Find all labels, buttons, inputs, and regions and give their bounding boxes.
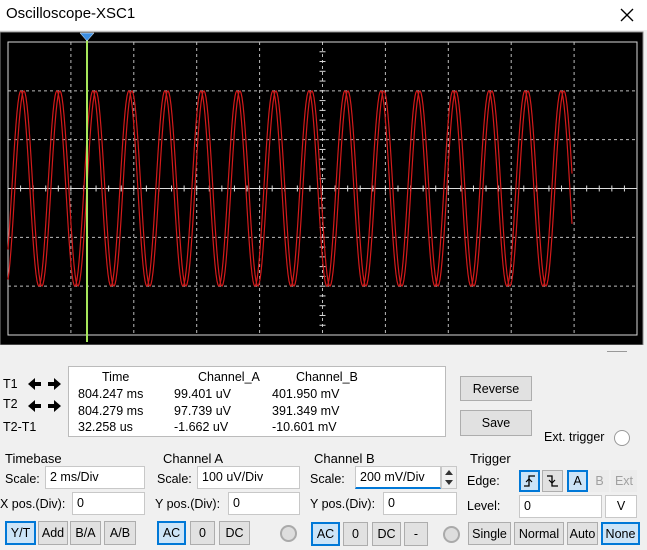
section-title: Trigger bbox=[470, 451, 511, 466]
ext-trigger-terminal[interactable] bbox=[614, 430, 630, 446]
field-label: Scale: bbox=[5, 472, 40, 486]
ext-trigger-label: Ext. trigger bbox=[544, 430, 605, 444]
source-button[interactable]: Ext bbox=[611, 470, 637, 492]
save-button[interactable]: Save bbox=[460, 410, 532, 436]
readout-cell: 804.247 ms bbox=[78, 387, 144, 401]
trace bbox=[7, 89, 573, 288]
readout-cell: 804.279 ms bbox=[78, 403, 144, 418]
readout-cell: Channel_A bbox=[198, 370, 260, 384]
timebase-scale[interactable]: 2 ms/Div bbox=[45, 466, 145, 489]
field-label: Edge: bbox=[467, 474, 500, 488]
section-title: Channel B bbox=[314, 451, 375, 466]
title-bar bbox=[0, 0, 647, 30]
coupling-button[interactable]: 0 bbox=[343, 522, 368, 546]
coupling-button[interactable]: DC bbox=[372, 522, 401, 546]
trace bbox=[7, 89, 573, 288]
section-title: Timebase bbox=[5, 451, 62, 466]
cursor-handle[interactable] bbox=[79, 32, 95, 42]
readout-cell: Channel_B bbox=[296, 370, 358, 384]
readout-cell: -10.601 mV bbox=[272, 420, 337, 434]
channel-a-terminal[interactable] bbox=[280, 525, 297, 542]
coupling-button[interactable]: - bbox=[404, 522, 428, 546]
readout-cell: 391.349 mV bbox=[272, 403, 340, 418]
trigger-mode-button[interactable]: Single bbox=[468, 522, 511, 545]
separator bbox=[607, 351, 627, 352]
field-label: Scale: bbox=[157, 472, 192, 486]
cursor-arrows[interactable] bbox=[26, 376, 66, 416]
section-title: Channel A bbox=[163, 451, 223, 466]
channel-a-ypos[interactable]: 0 bbox=[228, 492, 300, 515]
coupling-button[interactable]: DC bbox=[219, 521, 250, 545]
field-label: Level: bbox=[467, 499, 501, 513]
trigger-mode-button[interactable]: Normal bbox=[514, 522, 564, 545]
coupling-button[interactable]: AC bbox=[311, 522, 340, 546]
trigger-mode-button[interactable]: None bbox=[601, 522, 640, 545]
mode-button[interactable]: Add bbox=[38, 521, 68, 545]
coupling-button[interactable]: 0 bbox=[190, 521, 215, 545]
close-button[interactable] bbox=[616, 4, 638, 26]
mode-button[interactable]: A/B bbox=[104, 521, 136, 545]
readout-table bbox=[68, 366, 446, 437]
channel-b-ypos[interactable]: 0 bbox=[383, 492, 457, 515]
field-label: Y pos.(Div): bbox=[155, 497, 221, 511]
source-button[interactable]: A bbox=[567, 470, 588, 492]
readout-cell: Time bbox=[102, 370, 130, 384]
row-label: T2 bbox=[3, 397, 18, 411]
readout-cell: 97.739 uV bbox=[174, 403, 231, 418]
readout-cell: 32.258 us bbox=[78, 420, 133, 434]
coupling-button[interactable]: AC bbox=[157, 521, 186, 545]
channel-b-scale[interactable]: 200 mV/Div bbox=[355, 466, 441, 489]
falling-edge-button[interactable] bbox=[542, 470, 563, 492]
field-label: Scale: bbox=[310, 472, 345, 486]
readout-cell: 99.401 uV bbox=[174, 387, 231, 401]
source-button[interactable]: B bbox=[590, 470, 609, 492]
field-label: X pos.(Div): bbox=[0, 497, 66, 511]
row-label: T1 bbox=[3, 377, 18, 391]
channel-a-scale[interactable]: 100 uV/Div bbox=[197, 466, 300, 489]
mode-button[interactable]: B/A bbox=[70, 521, 101, 545]
channel-b-terminal[interactable] bbox=[443, 526, 460, 543]
scale-spinner[interactable] bbox=[441, 466, 457, 489]
timebase-xpos[interactable]: 0 bbox=[72, 492, 145, 515]
readout-cell: -1.662 uV bbox=[174, 420, 229, 434]
row-label: T2-T1 bbox=[3, 420, 37, 434]
scope-screen bbox=[0, 31, 644, 345]
rising-edge-button[interactable] bbox=[519, 470, 540, 492]
field-label: Y pos.(Div): bbox=[310, 497, 376, 511]
trigger-level-unit[interactable]: V bbox=[605, 495, 637, 518]
trigger-level[interactable]: 0 bbox=[519, 495, 602, 518]
reverse-button[interactable]: Reverse bbox=[460, 376, 532, 401]
mode-button[interactable]: Y/T bbox=[5, 521, 36, 545]
trigger-mode-button[interactable]: Auto bbox=[567, 522, 598, 545]
readout-cell: 401.950 mV bbox=[272, 387, 340, 401]
window-title: Oscilloscope-XSC1 bbox=[6, 5, 136, 22]
